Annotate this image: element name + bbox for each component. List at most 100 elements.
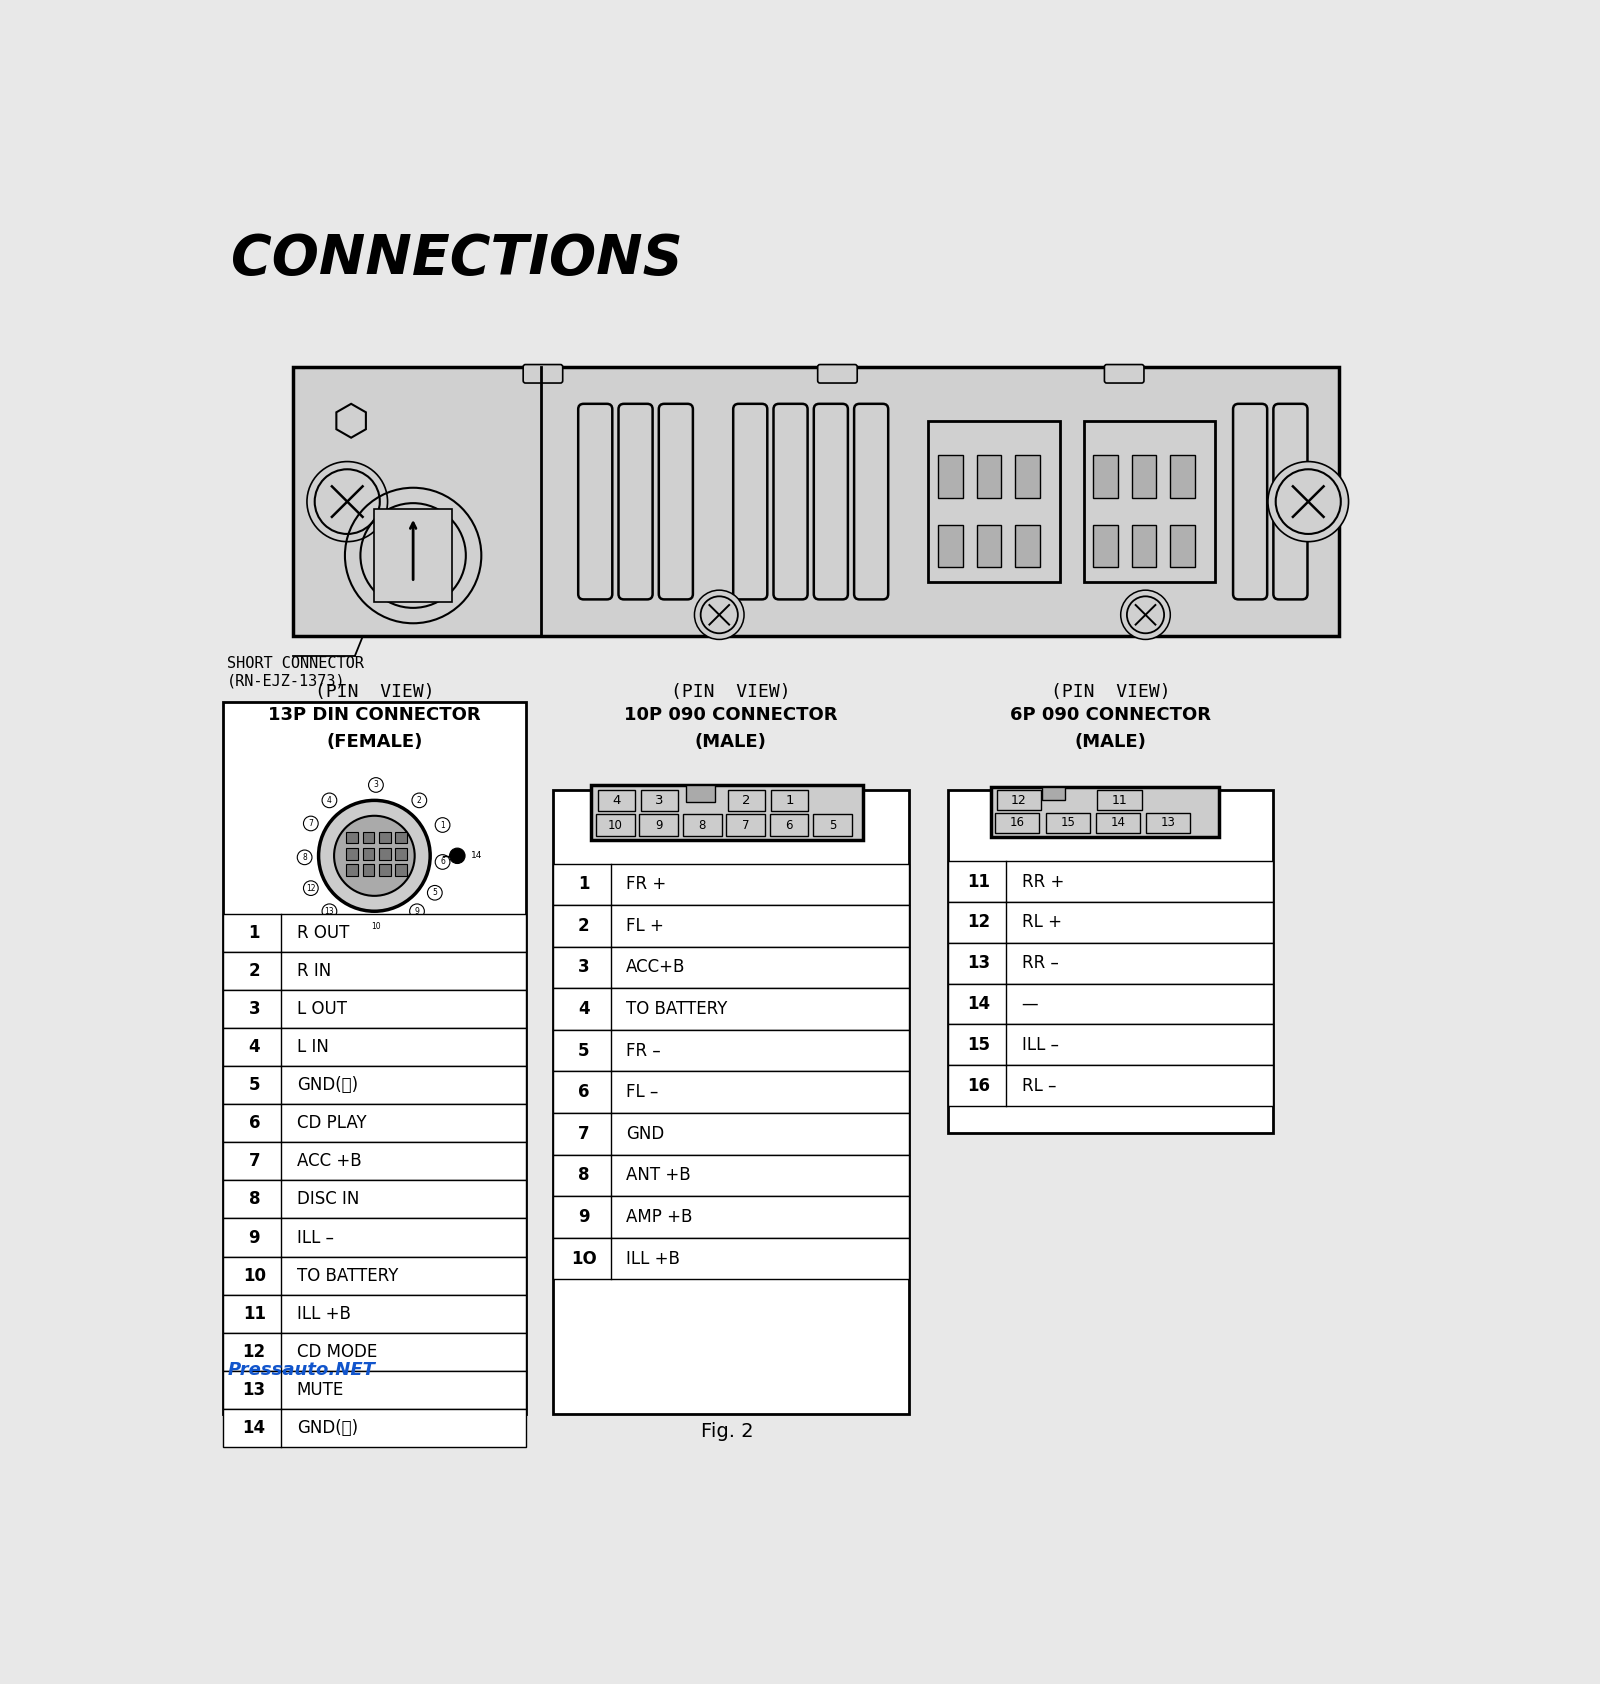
Circle shape	[427, 886, 442, 899]
Text: 10: 10	[371, 923, 381, 931]
Text: 13: 13	[243, 1381, 266, 1399]
Text: GND: GND	[626, 1125, 664, 1143]
Text: 5: 5	[578, 1042, 589, 1059]
Text: 7: 7	[309, 818, 314, 829]
Bar	[686, 785, 715, 802]
Text: 2: 2	[418, 797, 422, 805]
Text: 11: 11	[968, 872, 990, 891]
Text: L IN: L IN	[298, 1037, 328, 1056]
Text: 14: 14	[968, 995, 990, 1014]
Text: 9: 9	[248, 1229, 261, 1246]
Text: CD MODE: CD MODE	[298, 1342, 378, 1361]
Bar	[728, 790, 765, 812]
Bar	[938, 525, 963, 568]
Bar	[552, 1113, 909, 1155]
Text: ACC +B: ACC +B	[298, 1152, 362, 1170]
Text: (PIN  VIEW): (PIN VIEW)	[1051, 682, 1171, 701]
Text: 14: 14	[472, 852, 483, 861]
Bar	[947, 861, 1274, 903]
FancyBboxPatch shape	[659, 404, 693, 600]
Text: 4: 4	[611, 793, 621, 807]
Text: 10P 090 CONNECTOR: 10P 090 CONNECTOR	[624, 706, 838, 724]
Bar	[1093, 455, 1117, 498]
Text: 8: 8	[302, 852, 307, 862]
Text: 16: 16	[968, 1076, 990, 1095]
Text: RL +: RL +	[1021, 913, 1061, 931]
Text: —: —	[1021, 995, 1038, 1014]
Bar	[990, 786, 1219, 837]
Text: ILL –: ILL –	[1021, 1036, 1059, 1054]
Text: 14: 14	[243, 1420, 266, 1436]
Text: ACC+B: ACC+B	[626, 958, 686, 977]
Text: 12: 12	[1011, 793, 1027, 807]
Circle shape	[368, 919, 384, 935]
Bar	[347, 864, 358, 876]
Text: L OUT: L OUT	[298, 1000, 347, 1017]
Circle shape	[322, 793, 336, 808]
Bar	[293, 367, 1339, 637]
Text: GND(大): GND(大)	[298, 1420, 358, 1436]
Text: 2: 2	[578, 916, 589, 935]
Text: (MALE): (MALE)	[694, 733, 766, 751]
Text: 8: 8	[248, 1191, 259, 1209]
Text: 1: 1	[440, 820, 445, 830]
Text: R IN: R IN	[298, 962, 331, 980]
Bar	[552, 904, 909, 946]
FancyBboxPatch shape	[814, 404, 848, 600]
Circle shape	[1126, 596, 1165, 633]
Text: FL –: FL –	[626, 1083, 659, 1101]
Bar	[642, 790, 678, 812]
Bar	[597, 790, 635, 812]
Bar	[1170, 525, 1195, 568]
Text: 8: 8	[578, 1167, 589, 1184]
Bar	[1146, 813, 1190, 832]
Text: 12: 12	[306, 884, 315, 893]
Text: Fig. 2: Fig. 2	[701, 1421, 754, 1442]
Bar	[592, 785, 862, 840]
Bar	[347, 849, 358, 859]
Circle shape	[304, 817, 318, 830]
Text: 12: 12	[968, 913, 990, 931]
Text: DISC IN: DISC IN	[298, 1191, 360, 1209]
Circle shape	[304, 881, 318, 896]
Circle shape	[411, 793, 427, 808]
Text: 9: 9	[414, 906, 419, 916]
Circle shape	[701, 596, 738, 633]
Bar	[726, 815, 765, 835]
Bar	[976, 455, 1002, 498]
Text: R OUT: R OUT	[298, 923, 349, 941]
Bar	[224, 1142, 525, 1180]
Text: 2: 2	[742, 793, 750, 807]
Text: 1: 1	[248, 923, 259, 941]
Text: 3: 3	[656, 793, 664, 807]
Circle shape	[410, 904, 424, 918]
Bar	[395, 832, 406, 844]
Bar	[224, 1256, 525, 1295]
Bar	[552, 1238, 909, 1280]
Text: (MALE): (MALE)	[1075, 733, 1147, 751]
Circle shape	[334, 815, 414, 896]
Bar	[770, 815, 808, 835]
Bar	[1098, 790, 1142, 810]
FancyBboxPatch shape	[523, 364, 563, 382]
Text: GND(小): GND(小)	[298, 1076, 358, 1095]
Bar	[552, 1071, 909, 1113]
Text: 15: 15	[1061, 817, 1075, 829]
Bar	[976, 525, 1002, 568]
Bar	[363, 832, 374, 844]
Bar	[683, 815, 722, 835]
Bar	[224, 1066, 525, 1105]
Bar	[928, 421, 1061, 583]
Bar	[1131, 525, 1157, 568]
Circle shape	[1267, 461, 1349, 542]
Text: RR –: RR –	[1021, 955, 1058, 972]
Text: (FEMALE): (FEMALE)	[326, 733, 422, 751]
Bar	[938, 455, 963, 498]
Bar	[224, 1295, 525, 1332]
Text: 8: 8	[699, 818, 706, 832]
Text: (RN-EJZ-1373): (RN-EJZ-1373)	[227, 674, 346, 689]
Bar	[224, 1371, 525, 1410]
Bar	[395, 864, 406, 876]
Text: 13: 13	[968, 955, 990, 972]
Text: 11: 11	[1112, 793, 1128, 807]
